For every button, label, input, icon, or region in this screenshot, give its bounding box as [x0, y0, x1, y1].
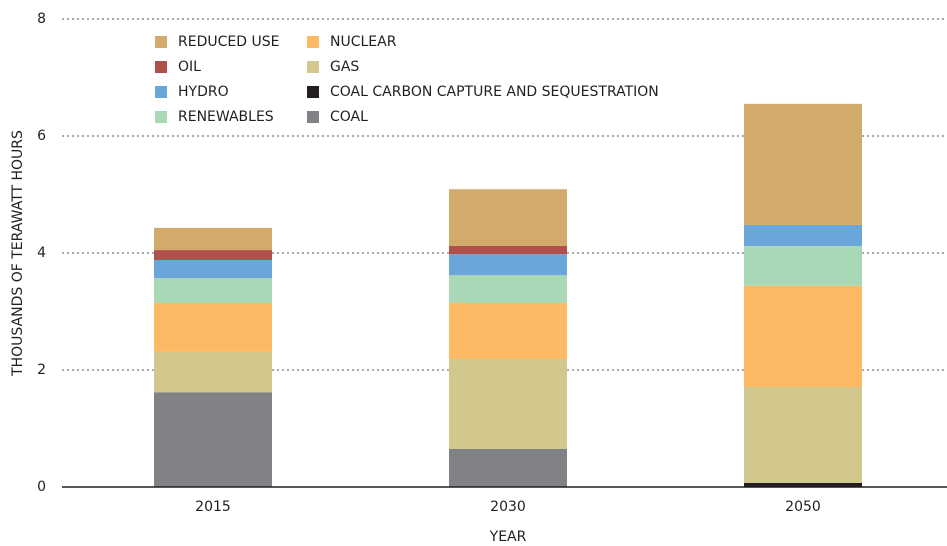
legend-label: OIL: [178, 59, 201, 75]
legend-swatch: [307, 111, 319, 123]
bar-segment: [744, 285, 862, 387]
y-tick-label: 0: [37, 479, 46, 495]
bar-segment: [154, 260, 272, 279]
x-tick-label: 2015: [195, 499, 231, 515]
legend-swatch: [155, 86, 167, 98]
bar-segment: [449, 254, 567, 276]
bar-segment: [154, 227, 272, 251]
y-tick-label: 2: [37, 362, 46, 378]
legend-label: GAS: [330, 59, 359, 75]
bar-segment: [154, 392, 272, 487]
legend-swatch: [307, 36, 319, 48]
legend-label: HYDRO: [178, 84, 229, 100]
y-tick-label: 4: [37, 245, 46, 261]
y-tick-label: 8: [37, 11, 46, 27]
bar-segment: [449, 189, 567, 246]
legend-label: COAL CARBON CAPTURE AND SEQUESTRATION: [330, 84, 659, 100]
bar-segment: [744, 386, 862, 483]
legend-swatch: [307, 61, 319, 73]
x-tick-label: 2050: [785, 499, 821, 515]
bar-segment: [154, 278, 272, 303]
bar-segment: [449, 358, 567, 449]
bar-segment: [154, 250, 272, 261]
legend-swatch: [155, 61, 167, 73]
legend-label: COAL: [330, 109, 368, 125]
x-tick-label: 2030: [490, 499, 526, 515]
bar-segment: [449, 275, 567, 303]
y-tick-label: 6: [37, 128, 46, 144]
x-axis-label: YEAR: [489, 529, 527, 545]
legend-label: NUCLEAR: [330, 34, 397, 50]
legend-label: REDUCED USE: [178, 34, 279, 50]
bar-segment: [744, 245, 862, 286]
bar-segment: [449, 448, 567, 487]
bar-segment: [744, 482, 862, 487]
legend-label: RENEWABLES: [178, 109, 274, 125]
legend-swatch: [307, 86, 319, 98]
bar-segment: [154, 302, 272, 352]
bar-segment: [449, 245, 567, 255]
legend-swatch: [155, 111, 167, 123]
bar-segment: [744, 224, 862, 246]
bar-segment: [449, 302, 567, 359]
legend-swatch: [155, 36, 167, 48]
y-axis-label: THOUSANDS OF TERAWATT HOURS: [10, 130, 26, 377]
bar-segment: [744, 103, 862, 225]
bar-segment: [154, 351, 272, 393]
